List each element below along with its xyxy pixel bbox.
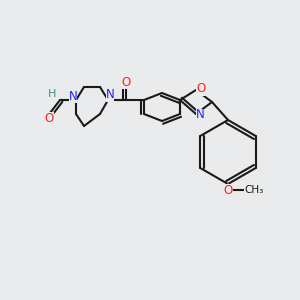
Text: O: O (122, 76, 130, 88)
Text: H: H (48, 89, 56, 99)
Text: N: N (69, 89, 77, 103)
Text: N: N (196, 109, 204, 122)
Text: CH₃: CH₃ (244, 185, 264, 195)
Text: O: O (224, 184, 232, 196)
Text: N: N (106, 88, 114, 101)
Text: O: O (196, 82, 206, 95)
Text: O: O (44, 112, 54, 124)
